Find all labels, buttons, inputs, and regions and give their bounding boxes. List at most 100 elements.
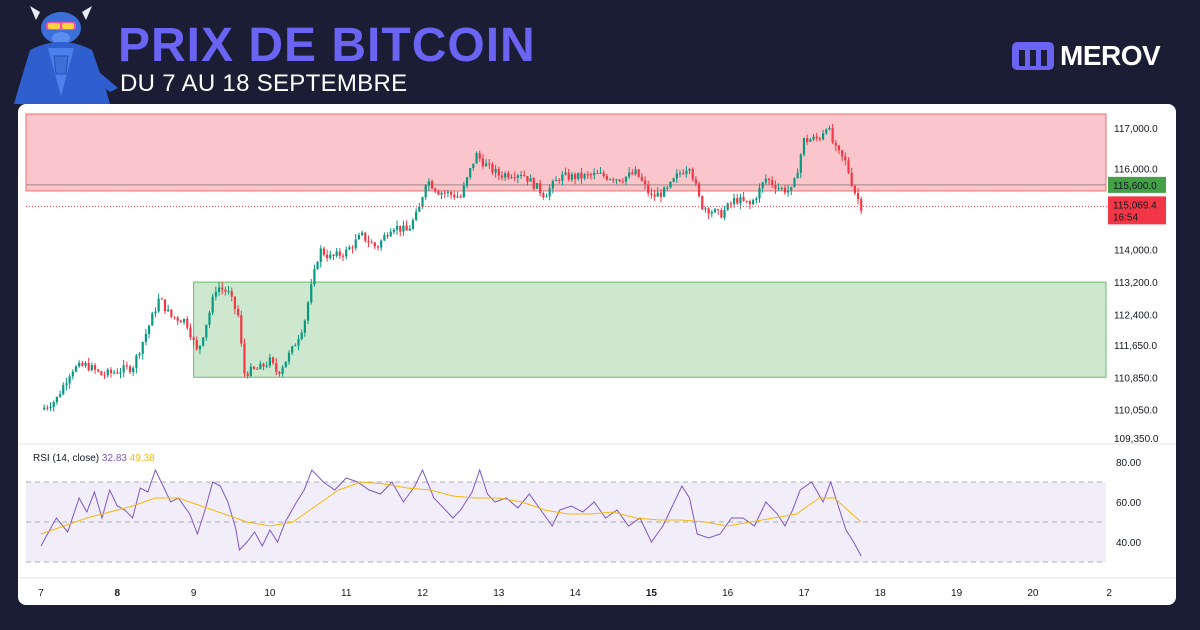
candle-body <box>815 136 818 139</box>
candle-body <box>574 174 577 180</box>
candle-body <box>564 172 567 175</box>
candle-body <box>103 375 106 377</box>
candle-body <box>586 174 589 176</box>
candle-body <box>284 361 287 368</box>
candle-body <box>364 232 367 241</box>
candle-body <box>383 235 386 241</box>
candle-body <box>55 396 58 403</box>
candle-body <box>618 179 621 182</box>
candle-body <box>138 353 141 356</box>
candle-body <box>367 240 370 243</box>
candle-body <box>478 153 481 159</box>
candle-body <box>860 198 863 211</box>
candle-body <box>291 346 294 353</box>
rsi-y-tick-label: 80.00 <box>1116 458 1141 469</box>
candle-body <box>71 371 74 377</box>
y-tick-label: 114,000.0 <box>1114 246 1158 257</box>
candle-body <box>186 318 189 328</box>
candle-body <box>806 138 809 142</box>
candle-body <box>831 128 834 143</box>
candle-body <box>208 312 211 325</box>
candle-body <box>240 315 243 344</box>
candle-body <box>675 173 678 179</box>
candle-body <box>81 362 84 366</box>
candle-body <box>430 181 434 189</box>
candle-body <box>720 210 723 218</box>
candle-body <box>97 369 100 372</box>
candle-body <box>790 186 793 191</box>
candle-body <box>723 209 726 218</box>
candle-body <box>783 187 787 193</box>
candle-body <box>345 249 348 257</box>
candle-body <box>488 163 491 165</box>
candle-body <box>128 366 132 373</box>
page-subtitle: DU 7 AU 18 SEPTEMBRE <box>120 70 408 97</box>
candle-body <box>685 170 688 174</box>
candle-body <box>195 340 198 350</box>
x-tick-label: 18 <box>875 588 887 599</box>
y-tick-label: 117,000.0 <box>1114 124 1158 135</box>
candle-body <box>542 193 545 198</box>
candle-body <box>132 368 135 373</box>
candle-body <box>360 232 364 235</box>
candle-body <box>752 200 755 205</box>
candle-body <box>243 343 246 374</box>
price-panel: 117,000.0 116,000.0 114,000.0 113,200.0 112,… <box>18 113 1176 445</box>
candle-body <box>151 313 154 326</box>
candle-body <box>144 333 148 342</box>
y-tick-label: 109,350.0 <box>1114 434 1159 445</box>
candles <box>43 124 863 412</box>
candle-body <box>529 178 532 182</box>
candle-body <box>189 327 192 338</box>
candle-body <box>297 339 300 346</box>
candle-body <box>608 179 612 181</box>
candle-body <box>484 163 488 167</box>
x-tick-label: 9 <box>191 588 197 599</box>
candle-body <box>214 291 217 297</box>
candle-body <box>354 239 357 249</box>
candle-body <box>373 242 376 247</box>
candle-body <box>802 138 806 155</box>
rsi-panel: 80.00 60.00 40.00 RSI (14, close) 32.83 49.… <box>26 453 1141 563</box>
candle-body <box>736 198 739 204</box>
candle-body <box>834 142 837 146</box>
x-tick-label: 15 <box>646 588 658 599</box>
rsi-legend-value: 32.83 <box>102 453 130 464</box>
rsi-legend-label: RSI (14, close) <box>33 453 102 464</box>
candle-body <box>167 309 170 312</box>
candle-body <box>554 179 558 182</box>
candle-body <box>507 173 510 178</box>
candle-body <box>93 365 97 370</box>
candle-body <box>647 184 650 194</box>
candle-body <box>663 187 666 197</box>
candle-body <box>456 196 459 198</box>
candle-body <box>319 248 322 263</box>
candle-body <box>825 129 828 134</box>
header-banner: PRIX DE BITCOIN DU 7 AU 18 SEPTEMBRE MER… <box>0 0 1200 104</box>
candle-body <box>421 197 424 207</box>
candle-body <box>856 193 860 199</box>
candle-body <box>316 262 319 270</box>
candle-body <box>252 366 256 369</box>
candle-body <box>116 372 119 374</box>
x-tick-label: 13 <box>493 588 505 599</box>
candle-body <box>475 153 478 164</box>
candle-body <box>666 187 669 189</box>
candle-body <box>704 208 707 210</box>
support-zone <box>193 281 1107 378</box>
candle-body <box>192 337 195 341</box>
candle-body <box>135 355 138 369</box>
candle-body <box>551 181 554 189</box>
candle-body <box>707 208 710 214</box>
candle-body <box>621 181 624 183</box>
candle-body <box>326 254 329 259</box>
candle-body <box>370 242 373 244</box>
candle-body <box>395 225 399 230</box>
candle-body <box>237 308 240 316</box>
candle-body <box>411 220 415 229</box>
candle-body <box>844 156 847 161</box>
candle-body <box>310 284 313 303</box>
level-price-label-bg <box>1108 176 1166 193</box>
candle-body <box>173 316 176 318</box>
x-tick-label: 7 <box>38 588 44 599</box>
